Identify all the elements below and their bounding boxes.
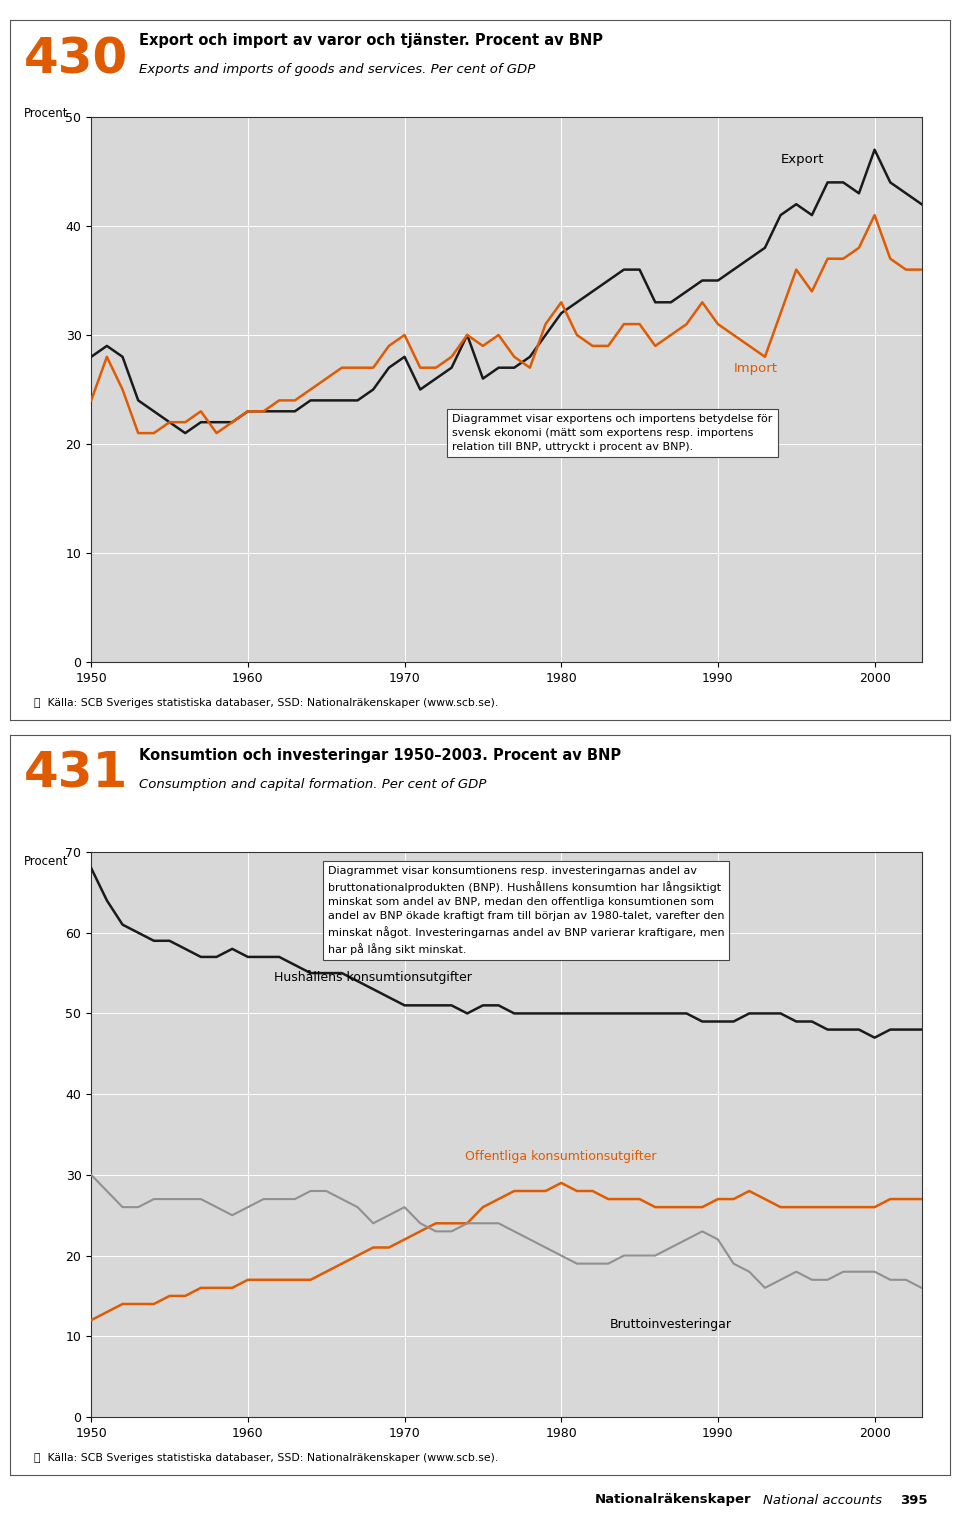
Text: Offentliga konsumtionsutgifter: Offentliga konsumtionsutgifter (466, 1149, 657, 1163)
Text: 395: 395 (900, 1494, 928, 1506)
Text: Ⓢ  Källa: SCB Sveriges statistiska databaser, SSD: Nationalräkenskaper (www.scb.: Ⓢ Källa: SCB Sveriges statistiska databa… (34, 1453, 498, 1463)
Text: 431: 431 (24, 750, 129, 798)
Text: Ⓢ  Källa: SCB Sveriges statistiska databaser, SSD: Nationalräkenskaper (www.scb.: Ⓢ Källa: SCB Sveriges statistiska databa… (34, 698, 498, 707)
Text: Konsumtion och investeringar 1950–2003. Procent av BNP: Konsumtion och investeringar 1950–2003. … (139, 748, 621, 764)
Text: Import: Import (733, 363, 778, 375)
Text: Bruttoinvesteringar: Bruttoinvesteringar (610, 1318, 732, 1331)
Text: Consumption and capital formation. Per cent of GDP: Consumption and capital formation. Per c… (139, 779, 487, 791)
Text: Export: Export (780, 153, 824, 165)
Text: National accounts: National accounts (763, 1494, 882, 1506)
Text: Exports and imports of goods and services. Per cent of GDP: Exports and imports of goods and service… (139, 64, 536, 76)
Text: Nationalräkenskaper: Nationalräkenskaper (595, 1494, 752, 1506)
Text: Procent: Procent (24, 106, 68, 120)
Text: Procent: Procent (24, 855, 68, 868)
Text: 430: 430 (24, 35, 129, 83)
Text: Export och import av varor och tjänster. Procent av BNP: Export och import av varor och tjänster.… (139, 33, 603, 49)
Text: Hushållens konsumtionsutgifter: Hushållens konsumtionsutgifter (275, 970, 472, 984)
Text: Diagrammet visar exportens och importens betydelse för
svensk ekonomi (mätt som : Diagrammet visar exportens och importens… (452, 414, 773, 452)
Text: Diagrammet visar konsumtionens resp. investeringarnas andel av
bruttonationalpro: Diagrammet visar konsumtionens resp. inv… (328, 867, 725, 955)
